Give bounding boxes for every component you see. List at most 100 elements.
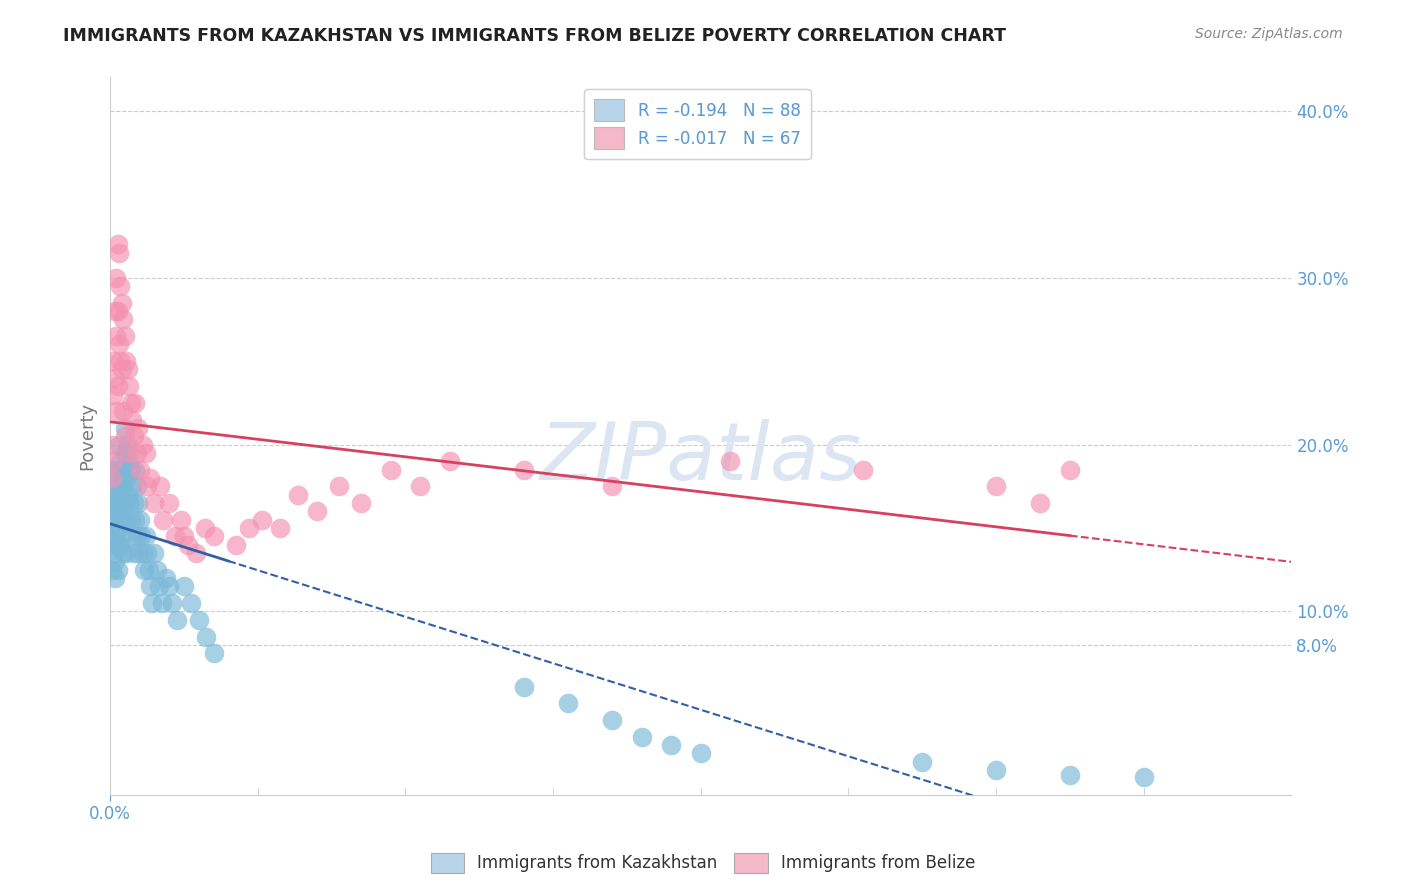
- Point: [115, 471, 138, 485]
- Point: [107, 521, 129, 535]
- Point: [110, 454, 132, 468]
- Point: [328, 479, 350, 493]
- Point: [108, 337, 131, 351]
- Point: [114, 421, 136, 435]
- Point: [105, 270, 128, 285]
- Point: [409, 479, 432, 493]
- Point: [112, 312, 135, 326]
- Point: [184, 546, 207, 560]
- Point: [103, 479, 125, 493]
- Point: [118, 379, 141, 393]
- Point: [157, 579, 180, 593]
- Point: [202, 529, 225, 543]
- Point: [180, 596, 202, 610]
- Point: [100, 471, 122, 485]
- Point: [121, 529, 143, 543]
- Point: [122, 546, 145, 560]
- Point: [155, 571, 177, 585]
- Point: [117, 362, 139, 376]
- Point: [150, 596, 173, 610]
- Point: [111, 295, 134, 310]
- Point: [101, 513, 124, 527]
- Point: [173, 529, 195, 543]
- Point: [107, 237, 129, 252]
- Point: [350, 496, 373, 510]
- Point: [120, 396, 142, 410]
- Point: [127, 421, 149, 435]
- Point: [136, 479, 159, 493]
- Point: [105, 496, 128, 510]
- Point: [121, 412, 143, 426]
- Point: [110, 538, 132, 552]
- Point: [165, 529, 187, 543]
- Point: [110, 354, 132, 368]
- Point: [128, 513, 150, 527]
- Point: [110, 279, 132, 293]
- Point: [152, 513, 174, 527]
- Point: [689, 747, 711, 761]
- Point: [105, 538, 128, 552]
- Point: [108, 521, 131, 535]
- Point: [108, 496, 131, 510]
- Point: [852, 462, 875, 476]
- Point: [1029, 496, 1052, 510]
- Point: [107, 379, 129, 393]
- Point: [269, 521, 291, 535]
- Point: [512, 462, 534, 476]
- Point: [103, 371, 125, 385]
- Point: [557, 696, 579, 710]
- Point: [127, 496, 149, 510]
- Point: [103, 571, 125, 585]
- Legend: Immigrants from Kazakhstan, Immigrants from Belize: Immigrants from Kazakhstan, Immigrants f…: [425, 847, 981, 880]
- Point: [157, 496, 180, 510]
- Point: [120, 462, 142, 476]
- Point: [114, 446, 136, 460]
- Point: [107, 479, 129, 493]
- Point: [139, 471, 162, 485]
- Point: [630, 730, 652, 744]
- Point: [117, 437, 139, 451]
- Point: [984, 763, 1007, 777]
- Point: [131, 437, 153, 451]
- Point: [110, 513, 132, 527]
- Point: [127, 546, 149, 560]
- Point: [103, 538, 125, 552]
- Point: [134, 563, 156, 577]
- Point: [238, 521, 260, 535]
- Point: [103, 554, 125, 568]
- Point: [149, 479, 172, 493]
- Point: [111, 471, 134, 485]
- Point: [107, 304, 129, 318]
- Point: [117, 446, 139, 460]
- Point: [143, 496, 166, 510]
- Point: [124, 513, 146, 527]
- Text: IMMIGRANTS FROM KAZAKHSTAN VS IMMIGRANTS FROM BELIZE POVERTY CORRELATION CHART: IMMIGRANTS FROM KAZAKHSTAN VS IMMIGRANTS…: [63, 27, 1007, 45]
- Point: [112, 513, 135, 527]
- Point: [287, 488, 309, 502]
- Point: [131, 546, 153, 560]
- Point: [107, 538, 129, 552]
- Point: [115, 354, 138, 368]
- Point: [512, 680, 534, 694]
- Point: [600, 713, 623, 727]
- Point: [107, 504, 129, 518]
- Point: [194, 521, 217, 535]
- Point: [659, 738, 682, 752]
- Point: [108, 462, 131, 476]
- Point: [122, 429, 145, 443]
- Point: [187, 613, 209, 627]
- Point: [380, 462, 402, 476]
- Point: [124, 462, 146, 476]
- Point: [146, 563, 169, 577]
- Point: [111, 496, 134, 510]
- Point: [252, 513, 274, 527]
- Point: [120, 513, 142, 527]
- Point: [105, 404, 128, 418]
- Point: [101, 454, 124, 468]
- Point: [101, 546, 124, 560]
- Y-axis label: Poverty: Poverty: [79, 402, 96, 470]
- Point: [141, 596, 163, 610]
- Point: [139, 579, 162, 593]
- Point: [112, 546, 135, 560]
- Point: [98, 496, 121, 510]
